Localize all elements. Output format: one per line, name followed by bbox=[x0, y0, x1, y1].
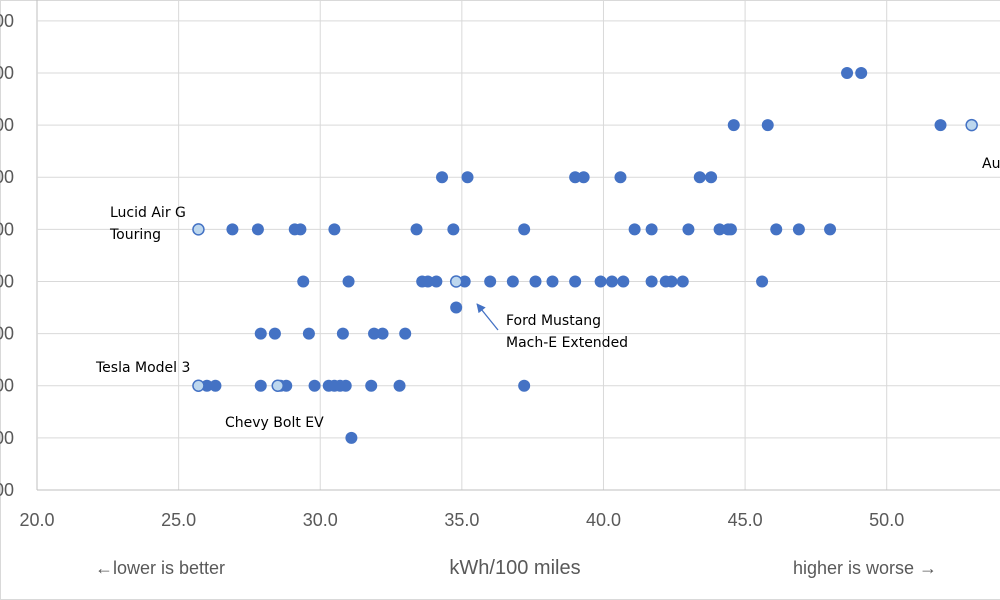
data-point bbox=[209, 379, 222, 392]
data-point bbox=[569, 171, 582, 184]
data-point bbox=[546, 275, 559, 288]
data-point bbox=[308, 379, 321, 392]
data-point bbox=[458, 275, 471, 288]
y-tick-label: 00 bbox=[0, 480, 14, 500]
y-tick-label: 00 bbox=[0, 376, 14, 396]
data-point bbox=[200, 379, 213, 392]
data-point bbox=[518, 223, 531, 236]
data-point bbox=[727, 119, 740, 132]
data-point bbox=[393, 379, 406, 392]
data-point bbox=[506, 275, 519, 288]
data-point bbox=[529, 275, 542, 288]
data-point bbox=[251, 223, 264, 236]
data-point bbox=[399, 327, 412, 340]
data-point bbox=[280, 379, 293, 392]
x-tick-labels: 20.0 25.0 30.0 35.0 40.0 45.0 50.0 bbox=[19, 510, 904, 530]
annotation-label: Chevy Bolt EV bbox=[225, 415, 324, 431]
x-tick-label: 45.0 bbox=[728, 510, 763, 530]
data-point bbox=[855, 66, 868, 79]
data-point bbox=[792, 223, 805, 236]
data-point bbox=[617, 275, 630, 288]
right-hint: higher is worse → bbox=[793, 558, 937, 578]
data-point bbox=[345, 431, 358, 444]
data-point bbox=[461, 171, 474, 184]
data-point bbox=[770, 223, 783, 236]
data-point bbox=[226, 223, 239, 236]
highlighted-point bbox=[271, 379, 284, 392]
data-point bbox=[268, 327, 281, 340]
annotation-label: Ford Mustang Mach-E Extended bbox=[506, 313, 628, 351]
y-tick-label: 00 bbox=[0, 11, 14, 31]
data-point bbox=[421, 275, 434, 288]
data-point bbox=[693, 171, 706, 184]
data-point bbox=[614, 171, 627, 184]
x-axis-title: kWh/100 miles bbox=[449, 557, 580, 579]
y-tick-label: 00 bbox=[0, 271, 14, 291]
data-point bbox=[365, 379, 378, 392]
x-tick-label: 25.0 bbox=[161, 510, 196, 530]
annotation-label: Tesla Model 3 bbox=[95, 360, 190, 376]
data-point bbox=[724, 223, 737, 236]
data-point bbox=[594, 275, 607, 288]
data-point bbox=[841, 66, 854, 79]
data-points bbox=[192, 66, 978, 444]
data-point bbox=[297, 275, 310, 288]
annotations: Lucid Air G Touring Tesla Model 3 Chevy Bol… bbox=[95, 156, 1000, 431]
data-point bbox=[336, 327, 349, 340]
x-tick-label: 35.0 bbox=[444, 510, 479, 530]
data-point bbox=[436, 171, 449, 184]
y-tick-label: 00 bbox=[0, 63, 14, 83]
annotation-arrow bbox=[476, 303, 499, 331]
annotation-label: Lucid Air G Touring bbox=[109, 205, 186, 243]
data-point bbox=[824, 223, 837, 236]
y-tick-label: 00 bbox=[0, 428, 14, 448]
data-point bbox=[713, 223, 726, 236]
x-tick-label: 50.0 bbox=[869, 510, 904, 530]
data-point bbox=[628, 223, 641, 236]
data-point bbox=[254, 327, 267, 340]
y-tick-label: 00 bbox=[0, 167, 14, 187]
data-point bbox=[605, 275, 618, 288]
data-point bbox=[934, 119, 947, 132]
x-tick-label: 30.0 bbox=[303, 510, 338, 530]
data-point bbox=[756, 275, 769, 288]
data-point bbox=[447, 223, 460, 236]
data-point bbox=[368, 327, 381, 340]
highlighted-point bbox=[192, 223, 205, 236]
data-point bbox=[577, 171, 590, 184]
y-tick-label: 00 bbox=[0, 219, 14, 239]
data-point bbox=[376, 327, 389, 340]
data-point bbox=[302, 327, 315, 340]
data-point bbox=[665, 275, 678, 288]
y-tick-labels: 00 00 00 00 00 00 00 00 00 00 bbox=[0, 11, 14, 500]
data-point bbox=[676, 275, 689, 288]
annotation-label: Au bbox=[982, 156, 1000, 172]
left-hint: ←lower is better bbox=[95, 558, 225, 578]
data-point bbox=[569, 275, 582, 288]
y-tick-label: 00 bbox=[0, 115, 14, 135]
data-point bbox=[761, 119, 774, 132]
x-tick-label: 20.0 bbox=[19, 510, 54, 530]
highlighted-point bbox=[965, 118, 978, 132]
highlighted-point bbox=[449, 275, 463, 288]
data-point bbox=[254, 379, 267, 392]
data-point bbox=[410, 223, 423, 236]
data-point bbox=[645, 275, 658, 288]
data-point bbox=[705, 171, 718, 184]
data-point bbox=[294, 223, 307, 236]
data-point bbox=[342, 275, 355, 288]
data-point bbox=[430, 275, 443, 288]
data-point bbox=[682, 223, 695, 236]
data-point bbox=[450, 301, 463, 314]
data-point bbox=[484, 275, 497, 288]
highlighted-point bbox=[192, 379, 205, 392]
x-tick-label: 40.0 bbox=[586, 510, 621, 530]
data-point bbox=[645, 223, 658, 236]
data-point bbox=[328, 223, 341, 236]
y-tick-label: 00 bbox=[0, 324, 14, 344]
data-point bbox=[339, 379, 352, 392]
data-point bbox=[518, 379, 531, 392]
